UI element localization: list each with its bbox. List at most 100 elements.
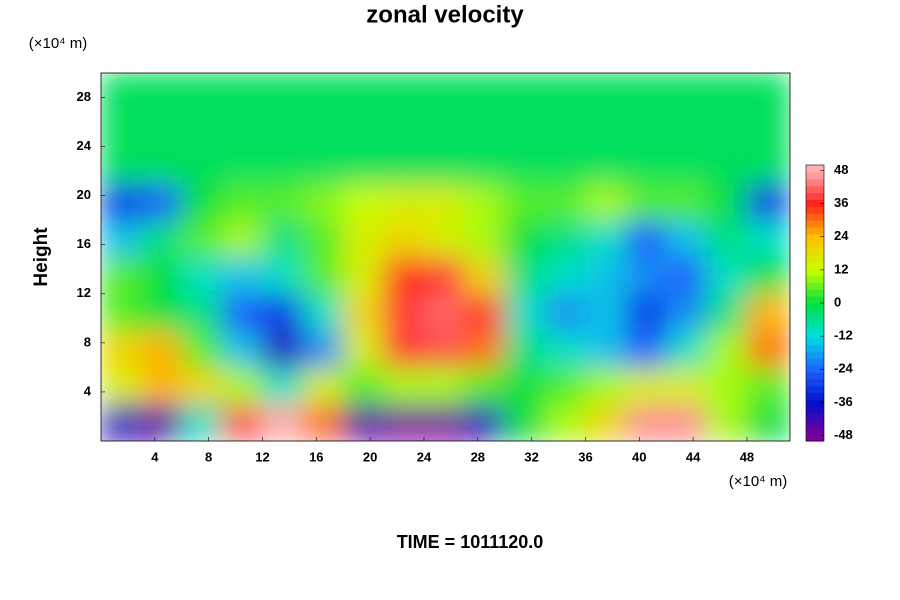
- field-cell: [383, 403, 425, 441]
- field-cell: [584, 182, 627, 221]
- colorbar-band: [806, 199, 824, 207]
- field-cell: [665, 403, 708, 441]
- colorbar-band: [806, 303, 824, 311]
- field-cell: [342, 109, 385, 148]
- field-cell: [504, 109, 546, 148]
- field-cell: [101, 403, 142, 441]
- field-cell: [181, 219, 223, 258]
- field-cell: [504, 146, 546, 184]
- field-cell: [423, 256, 465, 295]
- field-cell: [221, 109, 263, 148]
- field-cell: [342, 293, 385, 332]
- field-cell: [584, 366, 627, 405]
- field-cell: [584, 256, 627, 295]
- field-cell: [302, 293, 344, 332]
- field-cell: [423, 73, 465, 111]
- field-cell: [746, 366, 790, 405]
- field-cell: [101, 293, 142, 332]
- y-tick-label: 12: [77, 285, 91, 300]
- field-cell: [665, 73, 708, 111]
- field-cell: [706, 109, 748, 148]
- field-cell: [101, 366, 142, 405]
- field-cell: [221, 182, 263, 221]
- y-tick-label: 20: [77, 187, 91, 202]
- field-cell: [544, 403, 586, 441]
- field-cell: [342, 403, 385, 441]
- field-cell: [625, 293, 667, 332]
- colorbar-band: [806, 434, 824, 442]
- field-cell: [181, 256, 223, 295]
- field-cell: [140, 403, 183, 441]
- field-cell: [504, 219, 546, 258]
- field-cell: [181, 330, 223, 368]
- field-cell: [746, 109, 790, 148]
- x-tick-label: 32: [524, 449, 538, 464]
- colorbar-tick-label: 48: [834, 162, 848, 177]
- field-cell: [342, 146, 385, 184]
- colorbar-band: [806, 337, 824, 345]
- field-cell: [181, 403, 223, 441]
- colorbar-band: [806, 192, 824, 200]
- field-cell: [181, 182, 223, 221]
- field-cell: [463, 293, 506, 332]
- colorbar-band: [806, 392, 824, 401]
- field-cell: [423, 182, 465, 221]
- field-cell: [383, 366, 425, 405]
- field-cell: [746, 403, 790, 441]
- field-cell: [544, 256, 586, 295]
- field-cell: [504, 403, 546, 441]
- field-cell: [383, 293, 425, 332]
- x-tick-label: 20: [363, 449, 377, 464]
- field-cell: [706, 403, 748, 441]
- field-cell: [544, 330, 586, 368]
- colorbar-band: [806, 247, 824, 256]
- field-cell: [463, 182, 506, 221]
- field-cell: [625, 182, 667, 221]
- field-cell: [746, 330, 790, 368]
- field-cell: [383, 146, 425, 184]
- field-cell: [544, 293, 586, 332]
- field-cell: [423, 219, 465, 258]
- colorbar-band: [806, 185, 824, 194]
- colorbar-tick-label: -12: [834, 328, 853, 343]
- colorbar-band: [806, 309, 824, 318]
- x-tick-label: 40: [632, 449, 646, 464]
- field-cell: [181, 366, 223, 405]
- x-tick-label: 16: [309, 449, 323, 464]
- field-cell: [181, 73, 223, 111]
- field-cell: [261, 109, 304, 148]
- field-cell: [584, 73, 627, 111]
- y-axis-label: Height: [31, 227, 52, 287]
- field-cell: [544, 109, 586, 148]
- field-cell: [504, 182, 546, 221]
- colorbar-band: [806, 275, 824, 283]
- field-cell: [261, 293, 304, 332]
- field-cell: [302, 403, 344, 441]
- field-cell: [706, 219, 748, 258]
- field-cell: [181, 293, 223, 332]
- field-cell: [625, 109, 667, 148]
- plot-frame: [100, 72, 791, 442]
- x-tick-label: 48: [740, 449, 754, 464]
- field-cell: [423, 330, 465, 368]
- colorbar-band: [806, 427, 824, 435]
- field-cell: [423, 146, 465, 184]
- colorbar-band: [806, 323, 824, 332]
- field-cell: [101, 73, 142, 111]
- field-cell: [101, 330, 142, 368]
- field-cell: [504, 256, 546, 295]
- colorbar-band: [806, 420, 824, 428]
- field-cell: [544, 219, 586, 258]
- colorbar-tick-label: 0: [834, 294, 841, 309]
- x-unit-label: (×10⁴ m): [729, 473, 788, 490]
- colorbar-tick-label: -48: [834, 427, 853, 442]
- colorbar-band: [806, 413, 824, 421]
- field-cell: [261, 219, 304, 258]
- colorbar-band: [806, 165, 824, 173]
- colorbar-band: [806, 399, 824, 407]
- field-cell: [706, 73, 748, 111]
- colorbar: -48 -36 -24 -12 0 12 24 36 48: [805, 162, 854, 442]
- field-cell: [383, 219, 425, 258]
- field-cell: [665, 109, 708, 148]
